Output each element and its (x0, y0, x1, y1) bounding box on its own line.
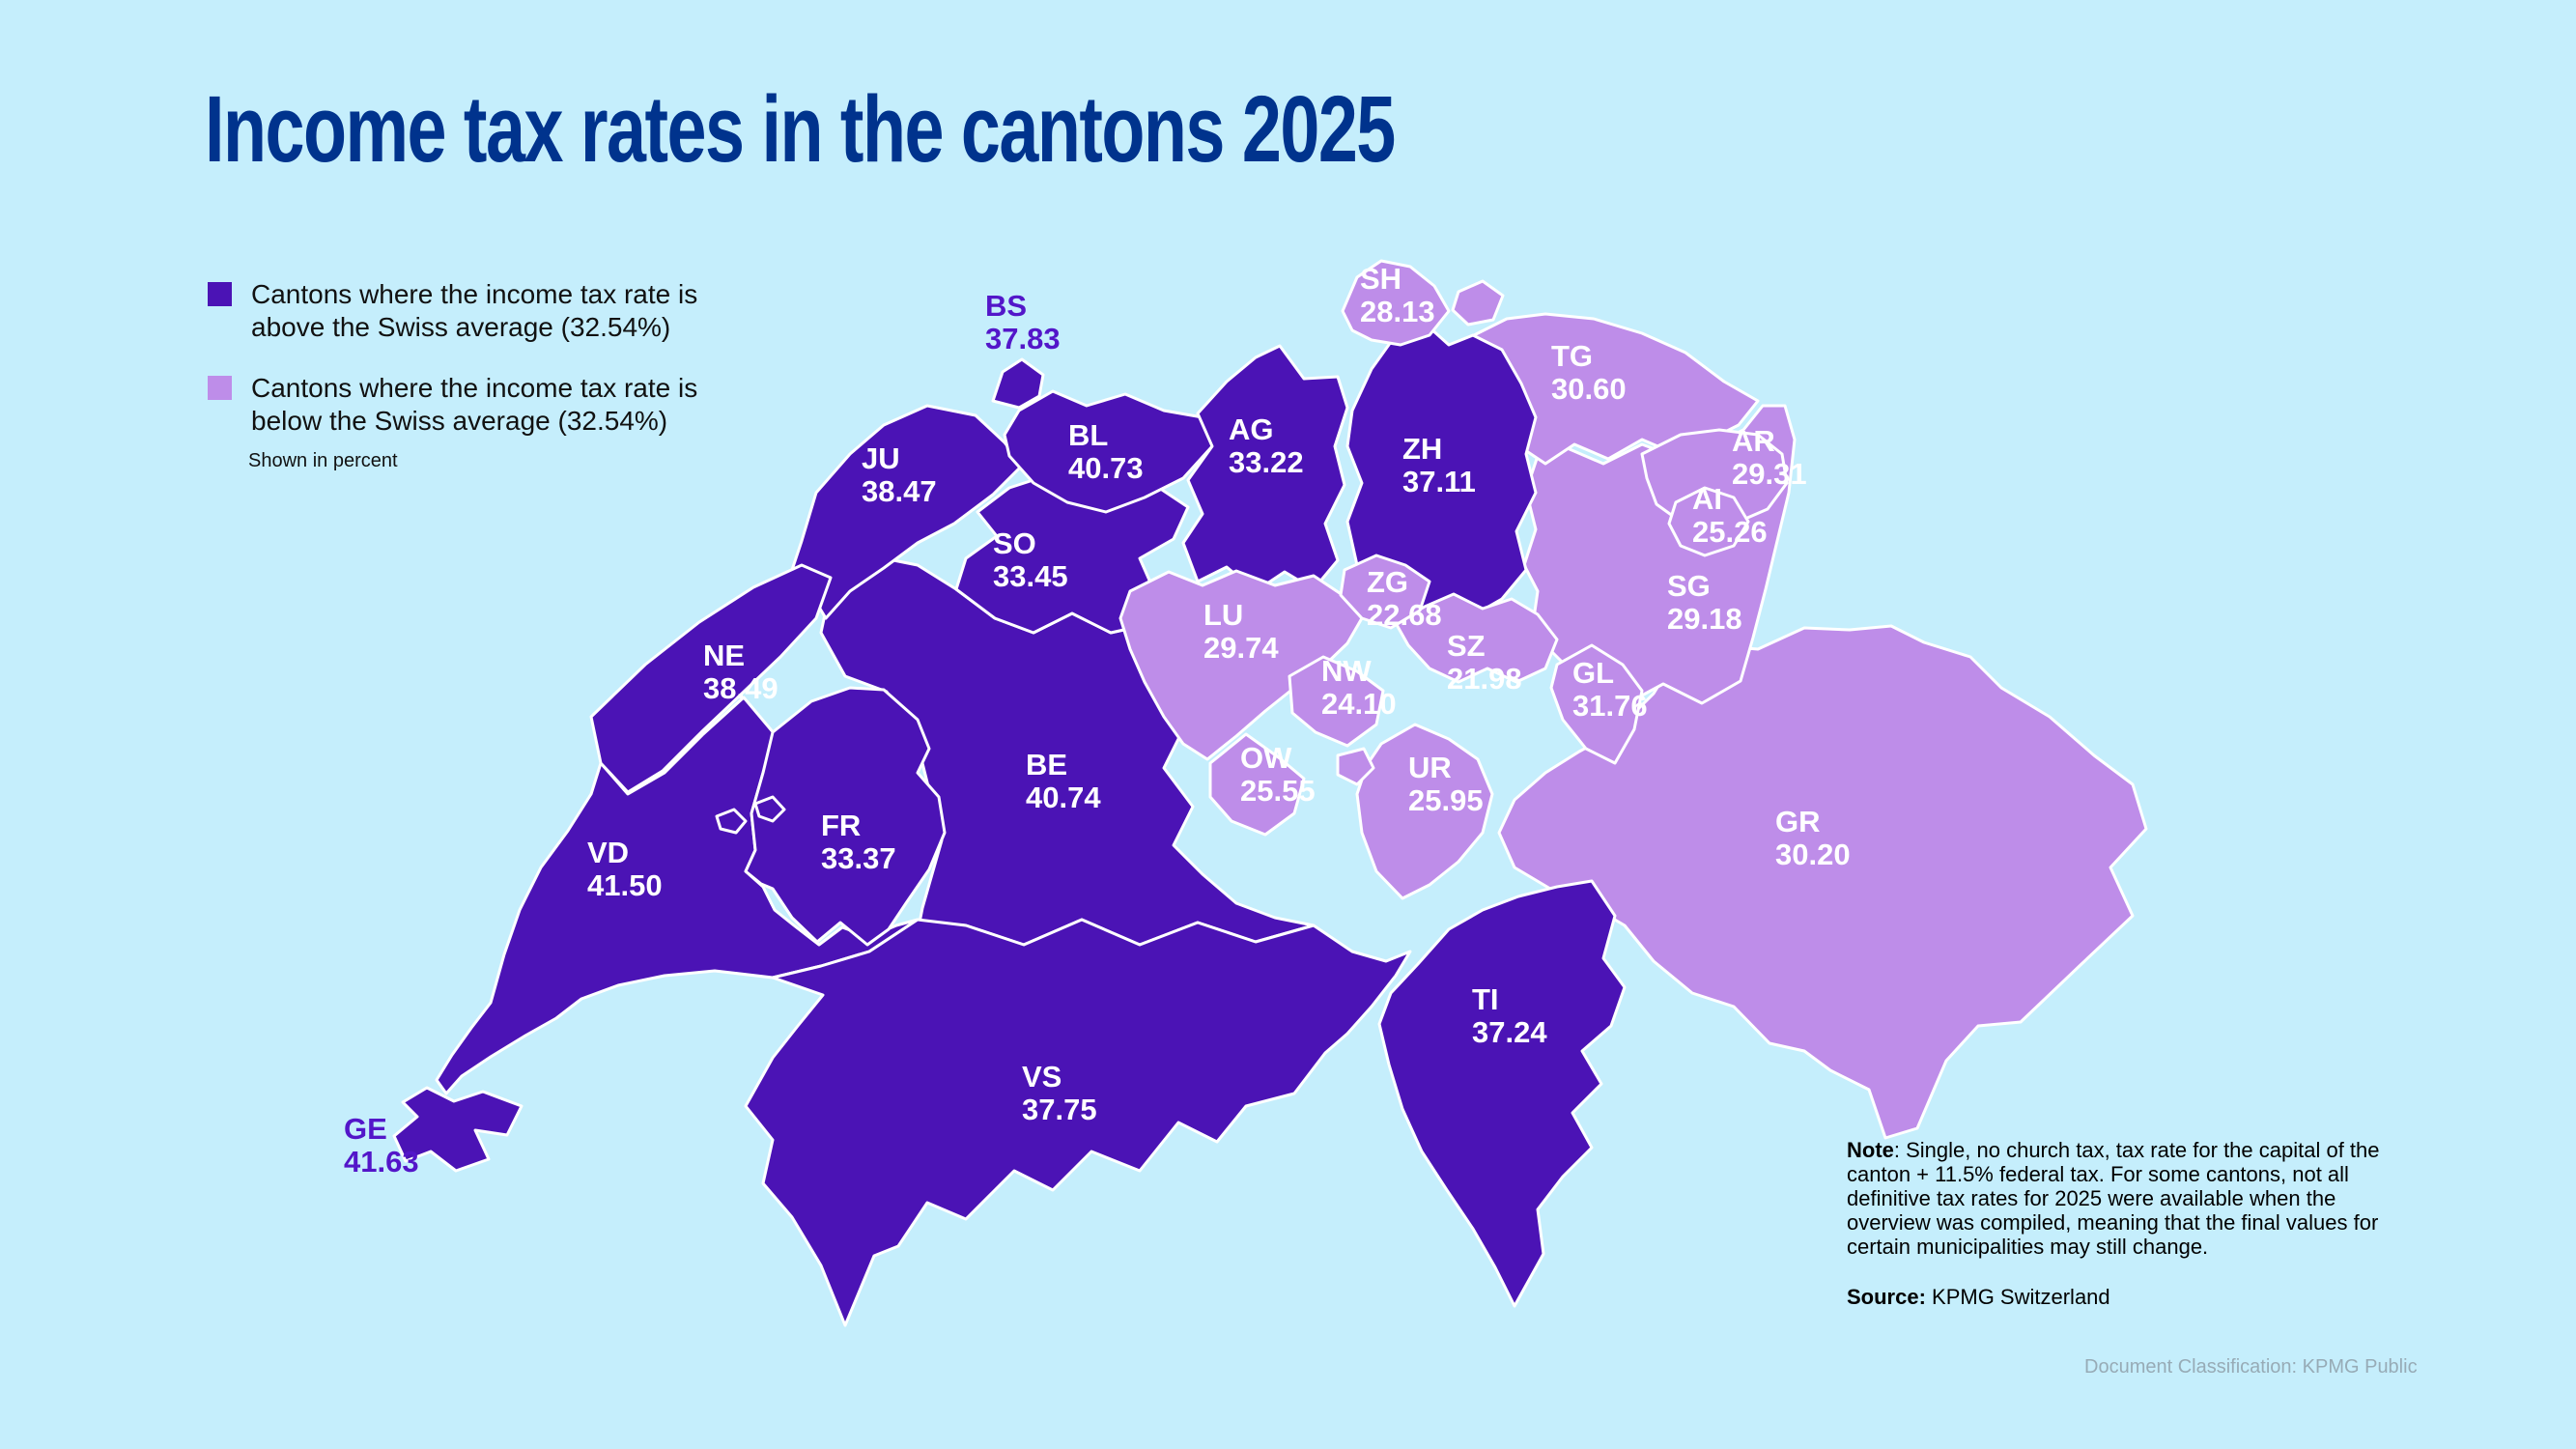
canton-GL-shape (1549, 643, 1644, 765)
canton-VS-shape (744, 918, 1412, 1327)
canton-GR-shape (1497, 624, 2148, 1140)
canton-VD-enclave2-shape (753, 795, 786, 823)
note-body: : Single, no church tax, tax rate for th… (1847, 1138, 2380, 1259)
canton-TI-shape (1377, 879, 1627, 1308)
legend-below-swatch (208, 376, 232, 400)
page-title: Income tax rates in the cantons 2025 (205, 76, 1396, 182)
canton-AI-shape (1667, 486, 1750, 557)
legend-above-line2: above the Swiss average (32.54%) (251, 312, 671, 342)
canton-SH-exclave-shape (1451, 279, 1505, 327)
legend-below-line2: below the Swiss average (32.54%) (251, 406, 668, 436)
canton-ZG-shape (1339, 554, 1431, 630)
legend-above-line1: Cantons where the income tax rate is (251, 279, 698, 309)
canton-OW-shape (1208, 732, 1306, 837)
canton-VD-enclave-shape (715, 808, 748, 835)
canton-AG-shape (1181, 344, 1349, 593)
note-text: Note: Single, no church tax, tax rate fo… (1847, 1138, 2402, 1259)
canton-UR-shape (1355, 723, 1494, 900)
source-body: KPMG Switzerland (1925, 1285, 2110, 1309)
note-label: Note (1847, 1138, 1894, 1162)
legend-item-below: Cantons where the income tax rate is bel… (208, 372, 697, 438)
legend-above-swatch (208, 282, 232, 306)
legend-below-line1: Cantons where the income tax rate is (251, 373, 698, 403)
canton-ZH-shape (1345, 317, 1538, 620)
canton-NW-shape (1288, 655, 1385, 748)
canton-NE-shape (589, 563, 833, 794)
canton-FR-shape (744, 686, 947, 947)
shown-in-percent-caption: Shown in percent (248, 450, 398, 471)
source-text: Source: KPMG Switzerland (1847, 1285, 2110, 1310)
canton-AR-shape (1640, 428, 1789, 524)
canton-GE-shape (392, 1086, 524, 1173)
source-label: Source: (1847, 1285, 1926, 1309)
canton-SH-shape (1341, 259, 1451, 347)
canton-SZ-shape (1394, 592, 1559, 684)
legend: Cantons where the income tax rate is abo… (208, 278, 697, 466)
legend-item-above: Cantons where the income tax rate is abo… (208, 278, 697, 344)
canton-OW-exclave-shape (1336, 747, 1375, 786)
document-classification: Document Classification: KPMG Public (2084, 1356, 2418, 1378)
canton-BS-shape (991, 357, 1045, 410)
